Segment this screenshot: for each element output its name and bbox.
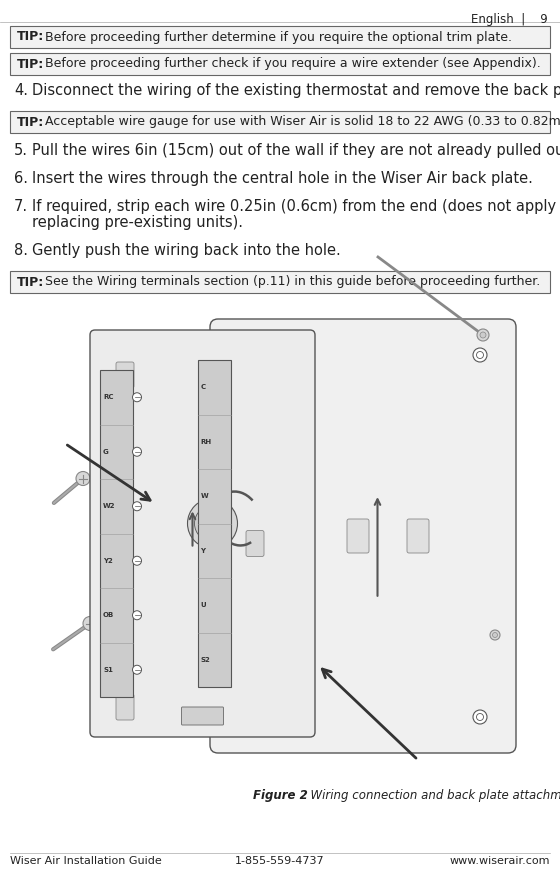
FancyBboxPatch shape: [287, 519, 309, 553]
Text: S1: S1: [103, 667, 113, 673]
Circle shape: [477, 329, 489, 341]
FancyBboxPatch shape: [100, 370, 133, 697]
Circle shape: [490, 630, 500, 640]
Text: replacing pre-existing units).: replacing pre-existing units).: [32, 215, 243, 230]
Text: Gently push the wiring back into the hole.: Gently push the wiring back into the hol…: [32, 243, 340, 258]
Circle shape: [194, 506, 231, 542]
Text: RC: RC: [103, 395, 114, 400]
FancyBboxPatch shape: [10, 26, 550, 48]
FancyBboxPatch shape: [181, 707, 223, 725]
Text: TIP:: TIP:: [17, 116, 44, 129]
FancyBboxPatch shape: [116, 694, 134, 720]
Circle shape: [239, 710, 253, 724]
Text: U: U: [200, 602, 206, 608]
Text: Y2: Y2: [103, 557, 113, 564]
Text: Wiser Air Installation Guide: Wiser Air Installation Guide: [10, 856, 162, 866]
FancyBboxPatch shape: [10, 111, 550, 133]
Circle shape: [76, 472, 90, 486]
Circle shape: [133, 447, 142, 456]
Text: See the Wiring terminals section (p.11) in this guide before proceeding further.: See the Wiring terminals section (p.11) …: [41, 276, 541, 289]
Text: S2: S2: [200, 657, 210, 662]
Text: Y: Y: [200, 548, 206, 554]
FancyBboxPatch shape: [116, 362, 134, 388]
Circle shape: [83, 617, 97, 631]
Text: Pull the wires 6in (15cm) out of the wall if they are not already pulled out.: Pull the wires 6in (15cm) out of the wal…: [32, 143, 560, 158]
Text: OB: OB: [103, 612, 114, 619]
FancyBboxPatch shape: [10, 271, 550, 293]
Circle shape: [473, 348, 487, 362]
Text: 5.: 5.: [14, 143, 28, 158]
FancyBboxPatch shape: [407, 519, 429, 553]
Text: TIP:: TIP:: [17, 276, 44, 289]
Text: 8.: 8.: [14, 243, 28, 258]
Circle shape: [242, 352, 250, 359]
Text: English  |    9: English | 9: [472, 13, 548, 26]
Circle shape: [133, 665, 142, 675]
Circle shape: [480, 332, 486, 338]
Text: C: C: [200, 384, 206, 390]
Text: : Wiring connection and back plate attachment (optional trim plate shown).: : Wiring connection and back plate attac…: [298, 789, 560, 802]
Text: If required, strip each wire 0.25in (0.6cm) from the end (does not apply to: If required, strip each wire 0.25in (0.6…: [32, 199, 560, 214]
Text: 1-855-559-4737: 1-855-559-4737: [235, 856, 325, 866]
FancyBboxPatch shape: [347, 519, 369, 553]
Text: 7.: 7.: [14, 199, 28, 214]
Text: TIP:: TIP:: [17, 58, 44, 71]
Text: W2: W2: [103, 503, 115, 509]
FancyBboxPatch shape: [210, 319, 516, 753]
Text: W: W: [200, 493, 208, 500]
Circle shape: [473, 710, 487, 724]
FancyBboxPatch shape: [246, 530, 264, 556]
Text: Insert the wires through the central hole in the Wiser Air back plate.: Insert the wires through the central hol…: [32, 171, 533, 186]
FancyBboxPatch shape: [198, 360, 231, 687]
Circle shape: [133, 556, 142, 565]
Circle shape: [188, 499, 237, 549]
Circle shape: [133, 393, 142, 402]
Circle shape: [492, 633, 497, 638]
Circle shape: [133, 501, 142, 511]
Circle shape: [133, 611, 142, 620]
Text: Disconnect the wiring of the existing thermostat and remove the back plate.: Disconnect the wiring of the existing th…: [32, 83, 560, 98]
Circle shape: [239, 348, 253, 362]
Text: G: G: [103, 449, 109, 455]
Text: 4.: 4.: [14, 83, 28, 98]
Circle shape: [477, 352, 483, 359]
Circle shape: [477, 713, 483, 720]
FancyBboxPatch shape: [90, 330, 315, 737]
Text: Before proceeding further determine if you require the optional trim plate.: Before proceeding further determine if y…: [41, 31, 512, 44]
Text: Acceptable wire gauge for use with Wiser Air is solid 18 to 22 AWG (0.33 to 0.82: Acceptable wire gauge for use with Wiser…: [41, 116, 560, 129]
Text: Before proceeding further check if you require a wire extender (see Appendix).: Before proceeding further check if you r…: [41, 58, 541, 71]
Text: www.wiserair.com: www.wiserair.com: [450, 856, 550, 866]
Text: Figure 2: Figure 2: [253, 789, 307, 802]
Circle shape: [242, 713, 250, 720]
FancyBboxPatch shape: [10, 53, 550, 75]
Text: TIP:: TIP:: [17, 31, 44, 44]
Text: 6.: 6.: [14, 171, 28, 186]
Text: RH: RH: [200, 438, 212, 444]
